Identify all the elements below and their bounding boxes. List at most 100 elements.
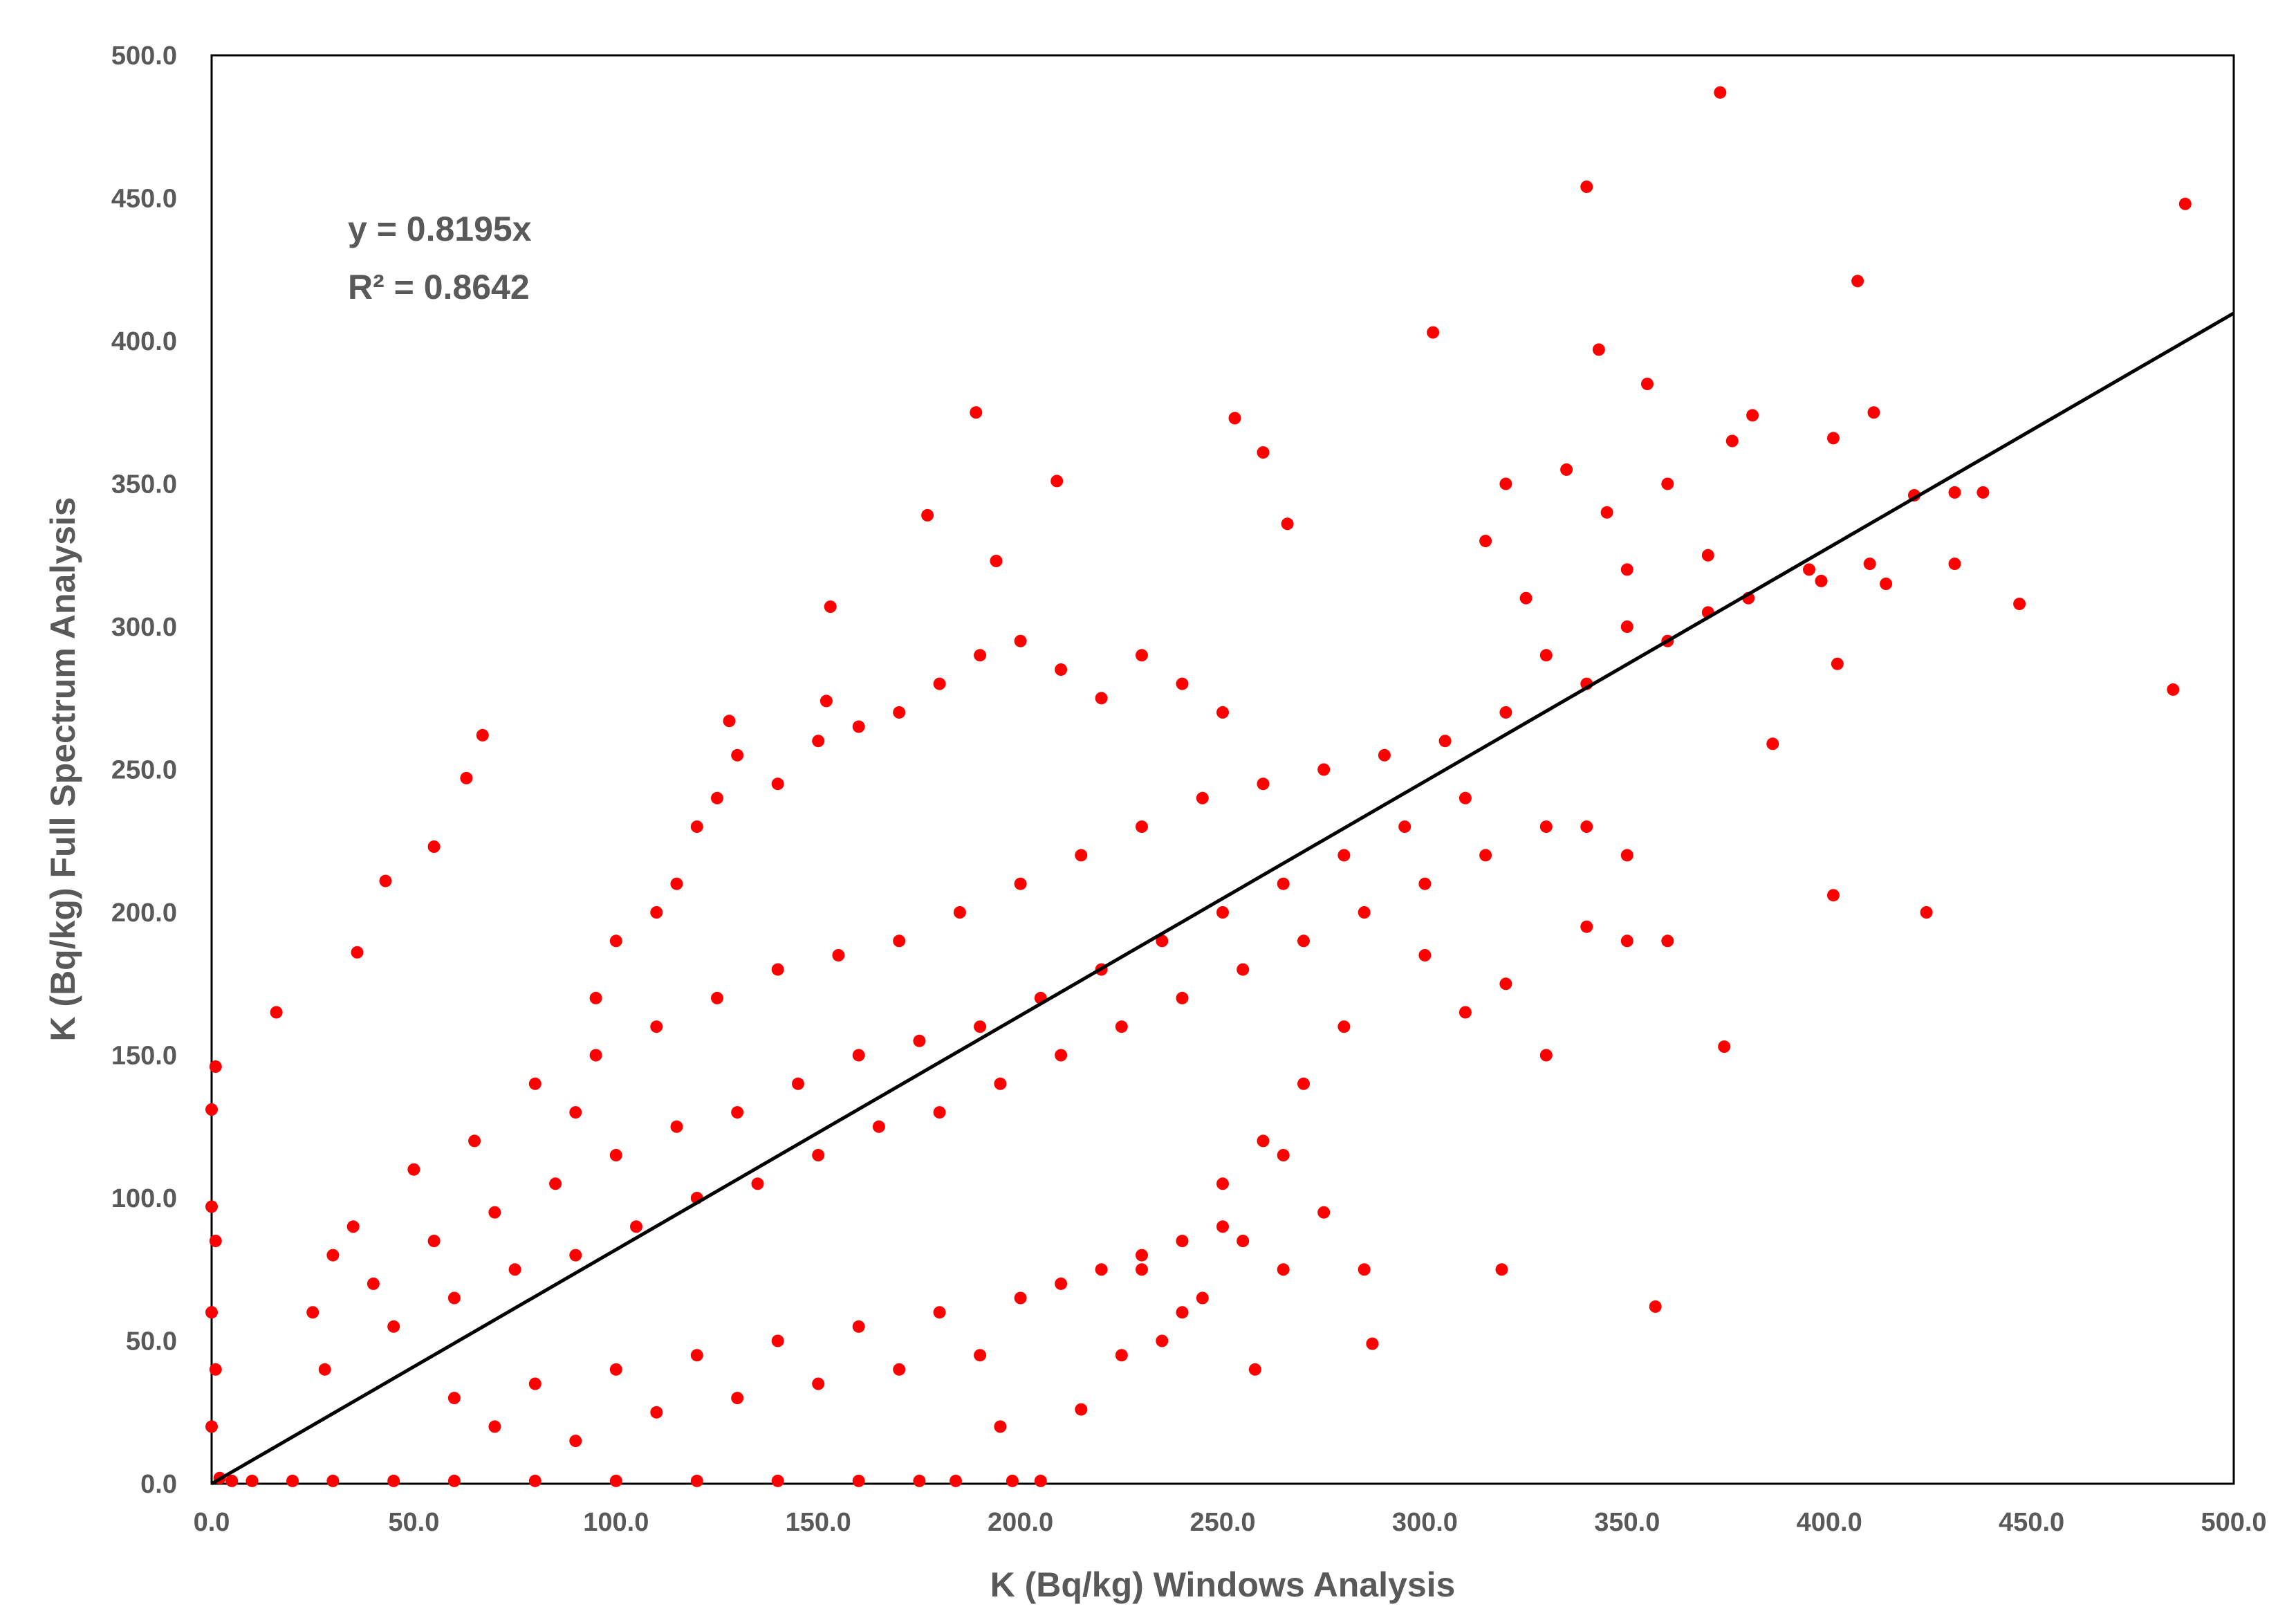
data-point xyxy=(1136,820,1148,834)
data-point xyxy=(1237,963,1250,976)
data-point xyxy=(723,715,736,728)
data-point xyxy=(1803,563,1815,576)
y-tick-label: 450.0 xyxy=(111,185,177,214)
data-point xyxy=(609,1474,622,1487)
data-point xyxy=(2178,197,2192,210)
data-point xyxy=(933,677,946,690)
data-point xyxy=(974,1349,987,1362)
data-point xyxy=(913,1474,926,1487)
data-point xyxy=(225,1474,239,1487)
data-point xyxy=(1136,1249,1148,1262)
data-point xyxy=(205,1103,218,1116)
data-point xyxy=(1641,378,1654,390)
equation-label: y = 0.8195x xyxy=(348,210,532,248)
data-point xyxy=(528,1474,541,1487)
data-point xyxy=(609,1149,622,1161)
data-point xyxy=(1880,578,1893,590)
data-point xyxy=(1649,1300,1662,1313)
data-point xyxy=(569,1435,582,1448)
data-point xyxy=(569,1106,582,1119)
data-point xyxy=(209,1363,222,1376)
x-axis-title: K (Bq/kg) Windows Analysis xyxy=(990,1565,1456,1604)
data-point xyxy=(1248,1363,1261,1376)
x-tick-label: 450.0 xyxy=(1999,1508,2064,1537)
data-point xyxy=(1281,517,1294,531)
data-point xyxy=(990,555,1003,567)
x-tick-label: 500.0 xyxy=(2201,1508,2266,1537)
y-tick-label: 500.0 xyxy=(111,42,177,71)
x-tick-label: 100.0 xyxy=(583,1508,649,1537)
y-tick-label: 200.0 xyxy=(111,899,177,928)
data-point xyxy=(1620,620,1633,633)
data-point xyxy=(852,1049,865,1062)
data-point xyxy=(970,406,983,419)
data-point xyxy=(711,991,723,1004)
data-point xyxy=(1580,820,1593,834)
trendline-group xyxy=(210,311,2235,1486)
data-point xyxy=(1827,889,1840,902)
data-point xyxy=(427,1235,441,1247)
data-point xyxy=(771,777,784,791)
data-point xyxy=(1237,1235,1250,1247)
data-point xyxy=(1920,906,1933,919)
data-point xyxy=(1136,649,1148,662)
data-point xyxy=(306,1306,320,1319)
data-point xyxy=(1851,275,1864,288)
data-point xyxy=(609,935,622,948)
data-point xyxy=(1277,1149,1290,1161)
data-point xyxy=(1277,1263,1290,1276)
data-point xyxy=(351,946,364,959)
data-point xyxy=(1196,791,1209,804)
data-point xyxy=(650,906,663,919)
data-point xyxy=(812,1377,825,1390)
y-tick-label: 150.0 xyxy=(111,1042,177,1071)
y-tick-label: 50.0 xyxy=(126,1327,177,1356)
data-point xyxy=(1014,877,1027,890)
data-point xyxy=(1156,1334,1169,1347)
data-point xyxy=(670,1120,683,1133)
data-point xyxy=(1620,849,1633,862)
data-point xyxy=(589,1049,602,1062)
data-point xyxy=(1438,735,1452,748)
data-point xyxy=(913,1034,926,1047)
data-point xyxy=(771,1334,784,1347)
data-point xyxy=(367,1277,380,1290)
data-point xyxy=(569,1249,582,1262)
data-point xyxy=(751,1177,764,1190)
data-point xyxy=(1358,1263,1371,1276)
x-tick-label: 0.0 xyxy=(194,1508,230,1537)
data-point xyxy=(1257,446,1270,459)
data-point xyxy=(1398,820,1411,834)
y-tick-label: 300.0 xyxy=(111,613,177,642)
data-point xyxy=(1075,849,1088,862)
y-axis-title: K (Bq/kg) Full Spectrum Analysis xyxy=(44,497,82,1041)
data-point xyxy=(447,1291,461,1305)
data-point xyxy=(1539,820,1553,834)
data-point xyxy=(468,1134,481,1148)
data-point xyxy=(1095,692,1108,705)
data-point xyxy=(690,1474,703,1487)
data-point xyxy=(2167,683,2180,696)
x-tick-label: 250.0 xyxy=(1189,1508,1255,1537)
data-point xyxy=(1014,634,1027,647)
data-point xyxy=(1519,591,1533,605)
x-tick-label: 50.0 xyxy=(388,1508,439,1537)
r-squared-label: R² = 0.8642 xyxy=(348,268,530,306)
data-point xyxy=(476,728,489,742)
data-point xyxy=(1317,763,1331,776)
data-point xyxy=(1459,791,1472,804)
data-point xyxy=(812,735,825,748)
data-point xyxy=(1257,1134,1270,1148)
data-point xyxy=(447,1474,461,1487)
data-point xyxy=(1378,748,1391,762)
data-point xyxy=(528,1377,541,1390)
data-point xyxy=(994,1077,1007,1090)
data-point xyxy=(893,1363,906,1376)
data-point xyxy=(488,1206,501,1219)
y-tick-label: 0.0 xyxy=(140,1470,177,1499)
data-point xyxy=(589,991,602,1004)
data-point xyxy=(246,1474,259,1487)
data-point xyxy=(893,935,906,948)
data-point xyxy=(1863,558,1876,571)
data-point xyxy=(1831,657,1844,670)
